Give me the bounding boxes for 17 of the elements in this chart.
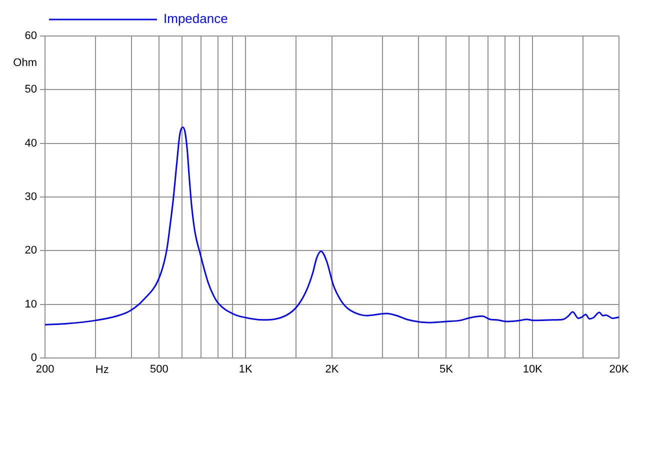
y-tick-label: 10 <box>24 298 37 310</box>
y-tick-label: 20 <box>24 244 37 257</box>
y-tick-label: 30 <box>24 191 37 204</box>
x-tick-label: 5K <box>439 364 454 376</box>
x-tick-label: 2K <box>325 364 340 376</box>
y-tick-label: 0 <box>30 352 37 364</box>
x-axis-title: Hz <box>95 364 109 376</box>
text: Impedance <box>164 11 228 26</box>
y-tick-label: 50 <box>24 84 37 96</box>
y-axis-title: Ohm <box>13 56 37 69</box>
y-tick-label: 40 <box>24 137 37 150</box>
y-tick-label: 60 <box>24 30 37 42</box>
x-tick-label: 10K <box>522 364 544 376</box>
x-tick-label: 20K <box>609 364 630 376</box>
x-tick-label: 200 <box>36 364 54 376</box>
x-tick-label: 500 <box>150 364 168 376</box>
x-tick-label: 1K <box>238 364 253 376</box>
